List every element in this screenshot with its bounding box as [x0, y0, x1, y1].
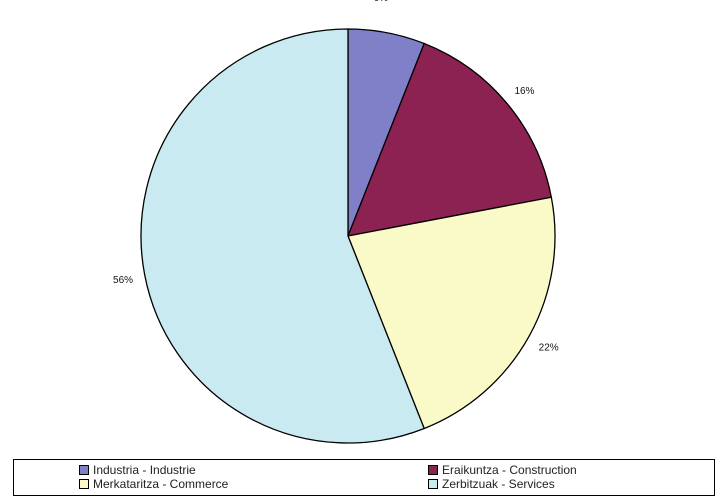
legend-item-eraikuntza: Eraikuntza - Construction [428, 463, 577, 477]
slice-label-zerbitzuak: 56% [113, 275, 133, 286]
pie-slice-merkataritza [347, 196, 556, 430]
legend-label-eraikuntza: Eraikuntza - Construction [442, 463, 577, 477]
legend: Industria - Industrie Merkataritza - Com… [13, 459, 715, 496]
legend-swatch-eraikuntza [428, 465, 438, 475]
pie-slice-eraikuntza [346, 42, 553, 237]
legend-item-zerbitzuak: Zerbitzuak - Services [428, 477, 555, 491]
legend-item-industria: Industria - Industrie [79, 463, 196, 477]
legend-label-zerbitzuak: Zerbitzuak - Services [442, 477, 555, 491]
slice-label-industria: 6% [374, 0, 389, 4]
slice-label-merkataritza: 22% [539, 342, 559, 353]
legend-item-merkataritza: Merkataritza - Commerce [79, 477, 228, 491]
legend-label-merkataritza: Merkataritza - Commerce [93, 477, 229, 491]
legend-swatch-zerbitzuak [428, 479, 438, 489]
legend-swatch-merkataritza [79, 479, 89, 489]
pie-slice-zerbitzuak [140, 28, 426, 444]
legend-label-industria: Industria - Industrie [93, 463, 196, 477]
legend-swatch-industria [79, 465, 89, 475]
slice-label-eraikuntza: 16% [514, 86, 534, 97]
